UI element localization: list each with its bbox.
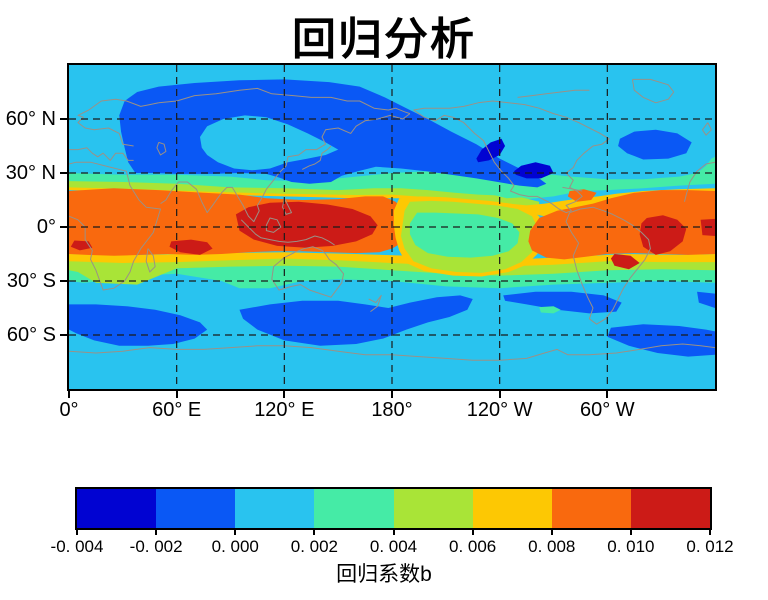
- colorbar-tick-label: 0. 012: [686, 537, 734, 556]
- colorbar-tick-label: 0. 006: [448, 537, 497, 556]
- contour-region-navy-mexico: [514, 162, 554, 179]
- y-axis-tick-label: 60° S: [6, 324, 56, 346]
- contour-region-red-atlantic-brazil: [639, 215, 687, 255]
- contour-region-orange-caribbean: [567, 189, 597, 202]
- x-axis-tick: [68, 391, 70, 398]
- colorbar-tick: [76, 528, 78, 535]
- coastline-south-america: [566, 207, 650, 324]
- coastline-cuba: [562, 187, 582, 191]
- colorbar-tick: [709, 528, 711, 535]
- coastline-asia-east-south: [161, 114, 410, 222]
- colorbar-tick: [471, 528, 474, 535]
- x-axis-tick-label: 120° W: [466, 399, 533, 421]
- x-axis-tick-label: 120° E: [254, 399, 315, 421]
- coastline-philippines: [283, 198, 292, 214]
- coastline-europe-north: [78, 99, 159, 146]
- x-axis-tick-label: 60° W: [579, 399, 635, 421]
- x-axis-tick-label: 60° E: [152, 399, 202, 421]
- colorbar-segment-5: [472, 489, 552, 528]
- colorbar: [75, 487, 712, 530]
- x-axis-tick-label: 0°: [59, 399, 79, 421]
- colorbar-segment-0: [77, 489, 157, 528]
- colorbar-segment-3: [314, 489, 394, 528]
- coastline-antarctica: [69, 344, 715, 360]
- contour-region-blue-southern-west: [69, 304, 208, 346]
- coastline-arctic-islands: [518, 90, 590, 97]
- x-axis-tick: [391, 391, 393, 398]
- coastline-africa-main: [69, 162, 161, 290]
- coastline-europe-south: [69, 148, 134, 161]
- y-axis-tick-label: 60° N: [5, 108, 56, 130]
- coastline-borneo: [266, 218, 280, 232]
- contour-region-blue-edge-southeast: [697, 291, 715, 308]
- contour-region-red-maritime-continent: [235, 201, 378, 248]
- chart-title: 回归分析: [292, 15, 476, 64]
- contour-region-cyan-hole-central-asia: [199, 115, 339, 171]
- colorbar-tick-label: -0. 004: [50, 537, 104, 556]
- y-axis-tick: [60, 172, 67, 174]
- x-axis-tick: [498, 391, 501, 398]
- colorbar-segment-1: [156, 489, 236, 528]
- coastline-new-zealand: [369, 295, 382, 311]
- colorbar-tick-label: 0. 002: [290, 537, 338, 556]
- coastline-north-america: [414, 101, 610, 213]
- contour-region-red-indian-ocean: [169, 239, 213, 255]
- contour-region-navy-epacific-north: [476, 138, 506, 163]
- colorbar-tick: [155, 528, 158, 535]
- coastline-greenland: [632, 79, 673, 102]
- coastline-caspian: [157, 142, 166, 155]
- y-axis-tick: [60, 226, 67, 228]
- coastline-africa-nw: [684, 162, 715, 202]
- colorbar-tick: [392, 528, 395, 535]
- colorbar-tick: [550, 528, 553, 535]
- contour-region-aqua-dot-southern: [539, 306, 561, 314]
- colorbar-tick-label: 0. 004: [369, 537, 418, 556]
- y-axis-tick: [60, 118, 67, 120]
- colorbar-tick-label: 0. 000: [211, 537, 259, 556]
- contour-region-blue-north-atlantic: [618, 129, 692, 160]
- y-axis-tick-label: 30° S: [6, 270, 56, 292]
- map-plot-area: [67, 63, 717, 391]
- colorbar-segment-2: [235, 489, 315, 528]
- coastline-madagascar: [146, 249, 155, 272]
- y-axis-tick-label: 30° N: [5, 162, 56, 184]
- y-axis-tick: [60, 334, 67, 336]
- coastline-japan: [302, 146, 331, 169]
- x-axis-tick: [175, 391, 178, 398]
- colorbar-segment-7: [630, 489, 710, 528]
- colorbar-tick: [234, 528, 237, 535]
- coastline-australia: [272, 247, 344, 297]
- map-svg: [69, 65, 715, 389]
- y-axis-tick-label: 0°: [36, 216, 56, 238]
- contour-region-blue-southern-central: [239, 295, 473, 346]
- colorbar-label: 回归系数b: [336, 563, 432, 586]
- y-axis-tick: [60, 280, 67, 282]
- x-axis-tick: [606, 391, 609, 398]
- colorbar-tick-label: 0. 008: [528, 537, 576, 556]
- x-axis-tick: [283, 391, 286, 398]
- contour-region-red-brazil-south: [610, 254, 640, 270]
- colorbar-tick: [313, 528, 316, 535]
- coastline-siberia: [159, 88, 410, 113]
- contour-region-blue-southern-atlantic: [607, 324, 715, 357]
- x-axis-tick-label: 180°: [371, 399, 413, 421]
- coastline-indonesia: [241, 220, 334, 245]
- contour-region-blue-southern-epacific: [503, 291, 622, 314]
- contour-region-pacific-dip-aqua: [409, 212, 520, 258]
- coastline-uk: [702, 123, 711, 136]
- colorbar-tick: [629, 528, 632, 535]
- colorbar-tick-label: 0. 010: [607, 537, 655, 556]
- colorbar-tick-label: -0. 002: [129, 537, 183, 556]
- colorbar-segment-6: [551, 489, 631, 528]
- colorbar-segment-4: [393, 489, 473, 528]
- contour-region-yellowgreen-band-north: [69, 181, 540, 215]
